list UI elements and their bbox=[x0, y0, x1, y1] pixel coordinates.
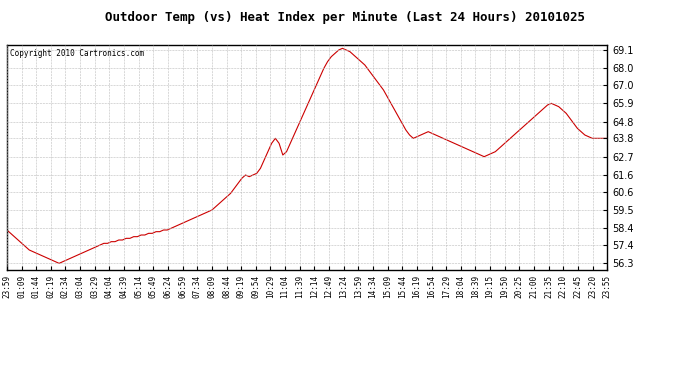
Text: Copyright 2010 Cartronics.com: Copyright 2010 Cartronics.com bbox=[10, 50, 144, 58]
Text: Outdoor Temp (vs) Heat Index per Minute (Last 24 Hours) 20101025: Outdoor Temp (vs) Heat Index per Minute … bbox=[105, 11, 585, 24]
